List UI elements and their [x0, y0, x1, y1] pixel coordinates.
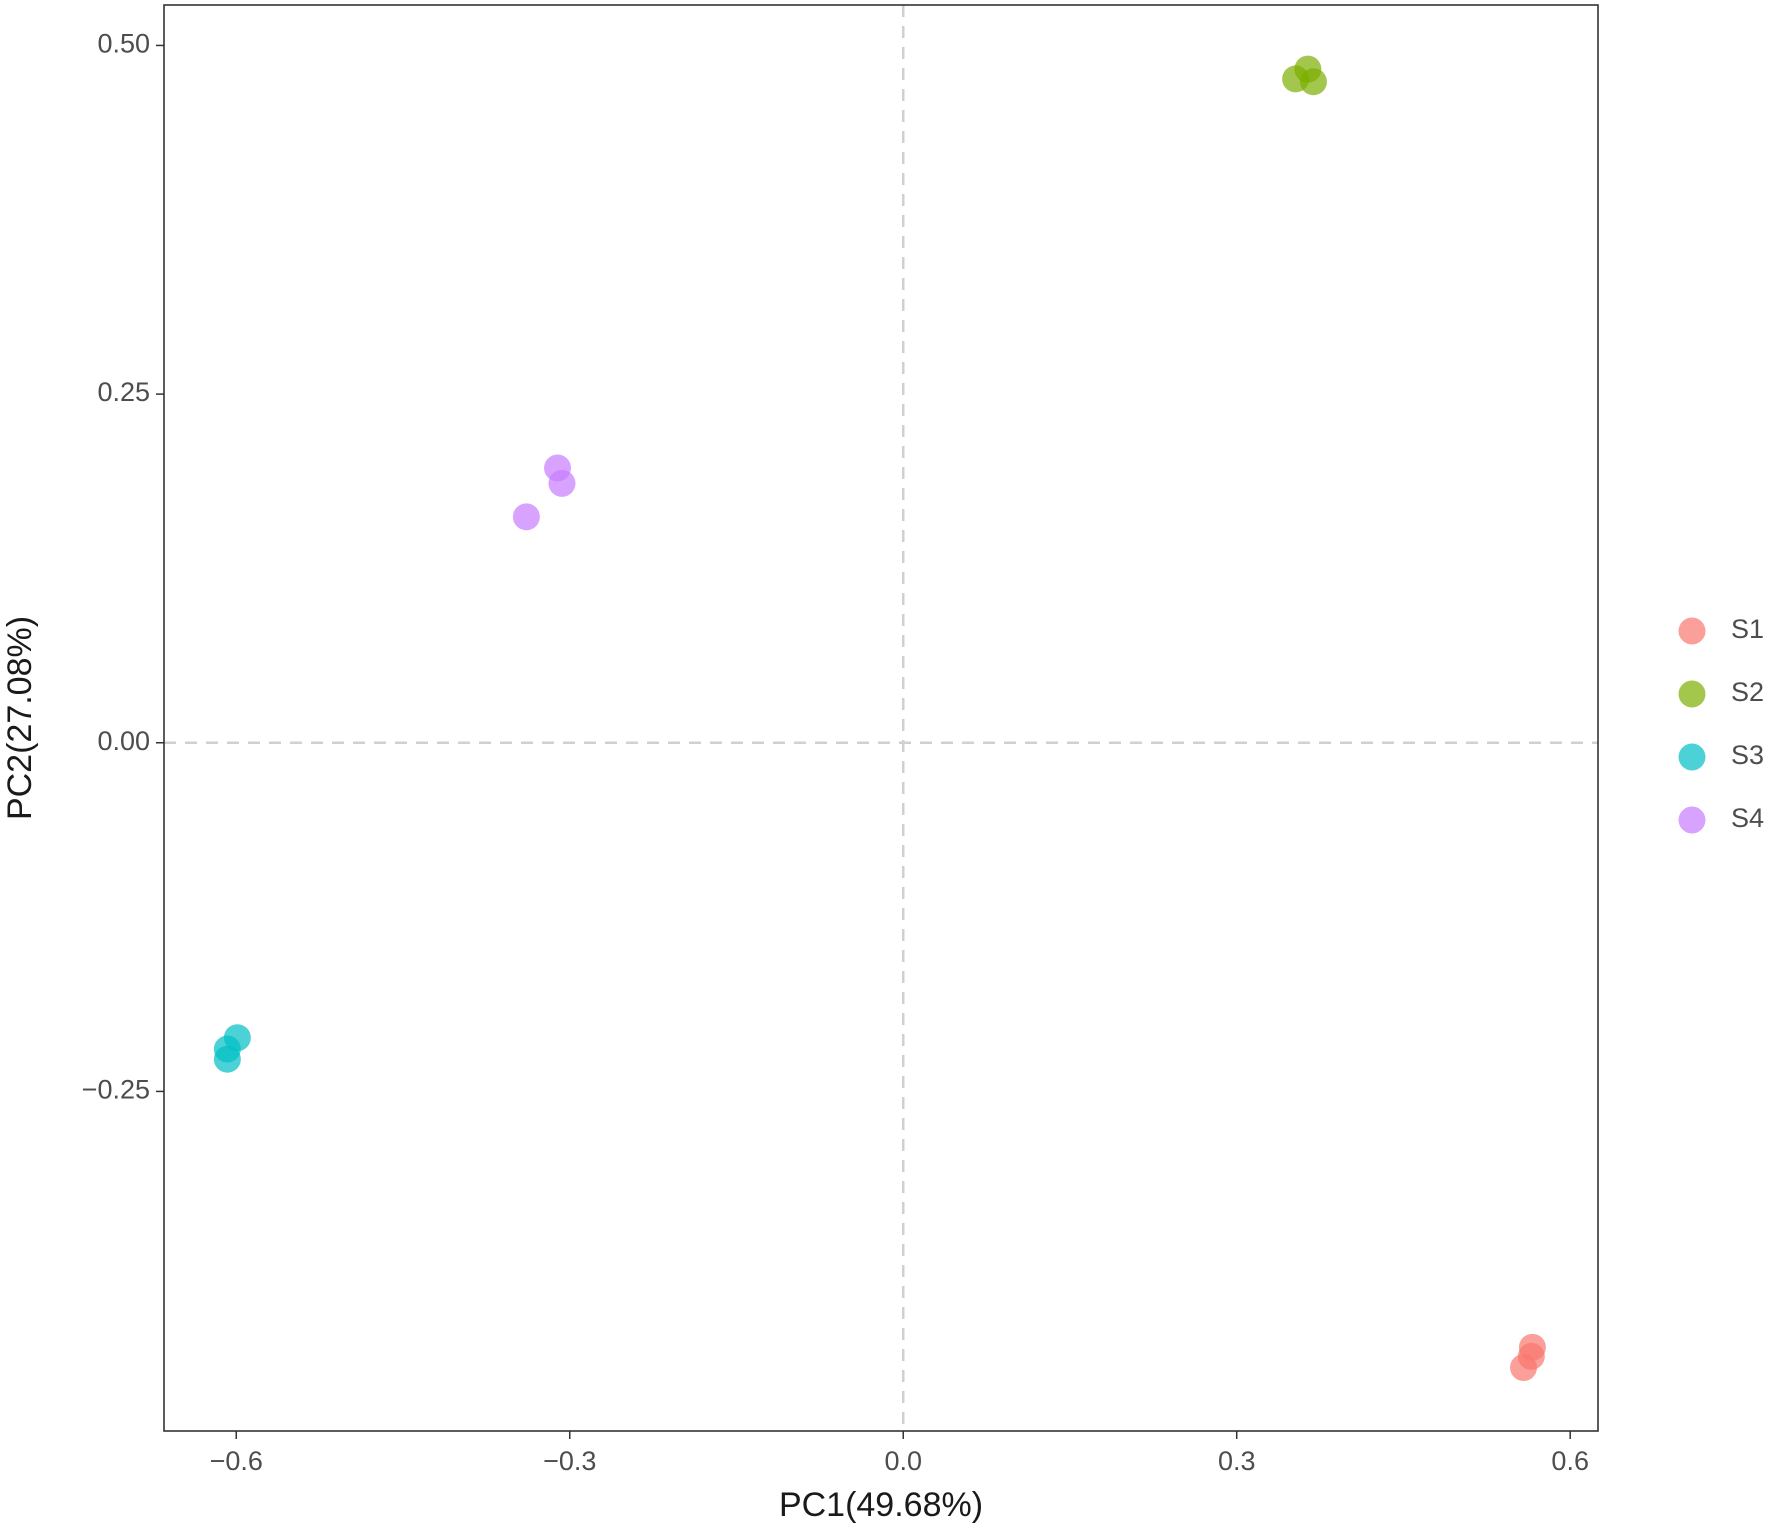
- point: [1510, 1354, 1538, 1382]
- y-tick-label: 0.00: [97, 726, 150, 756]
- x-tick-label: 0.3: [1218, 1446, 1256, 1476]
- x-axis-title: PC1(49.68%): [779, 1486, 983, 1524]
- x-tick-label: −0.6: [210, 1446, 263, 1476]
- y-tick-label: 0.25: [97, 377, 150, 407]
- y-tick-label: −0.25: [82, 1075, 150, 1105]
- point: [548, 469, 576, 497]
- legend-swatch: [1678, 617, 1706, 645]
- y-tick-label: 0.50: [97, 29, 150, 59]
- legend-swatch: [1678, 806, 1706, 834]
- legend-swatch: [1678, 680, 1706, 708]
- y-axis-title: PC2(27.08%): [1, 616, 39, 820]
- legend-swatch: [1678, 743, 1706, 771]
- legend-label: S1: [1731, 614, 1764, 644]
- x-tick-label: −0.3: [543, 1446, 596, 1476]
- point: [213, 1045, 241, 1073]
- legend-label: S2: [1731, 677, 1764, 707]
- legend-label: S3: [1731, 740, 1764, 770]
- plot-border: [163, 4, 1599, 1432]
- x-tick-label: 0.0: [884, 1446, 922, 1476]
- point: [1299, 68, 1327, 96]
- legend-label: S4: [1731, 803, 1764, 833]
- point: [512, 503, 540, 531]
- x-tick-label: 0.6: [1551, 1446, 1589, 1476]
